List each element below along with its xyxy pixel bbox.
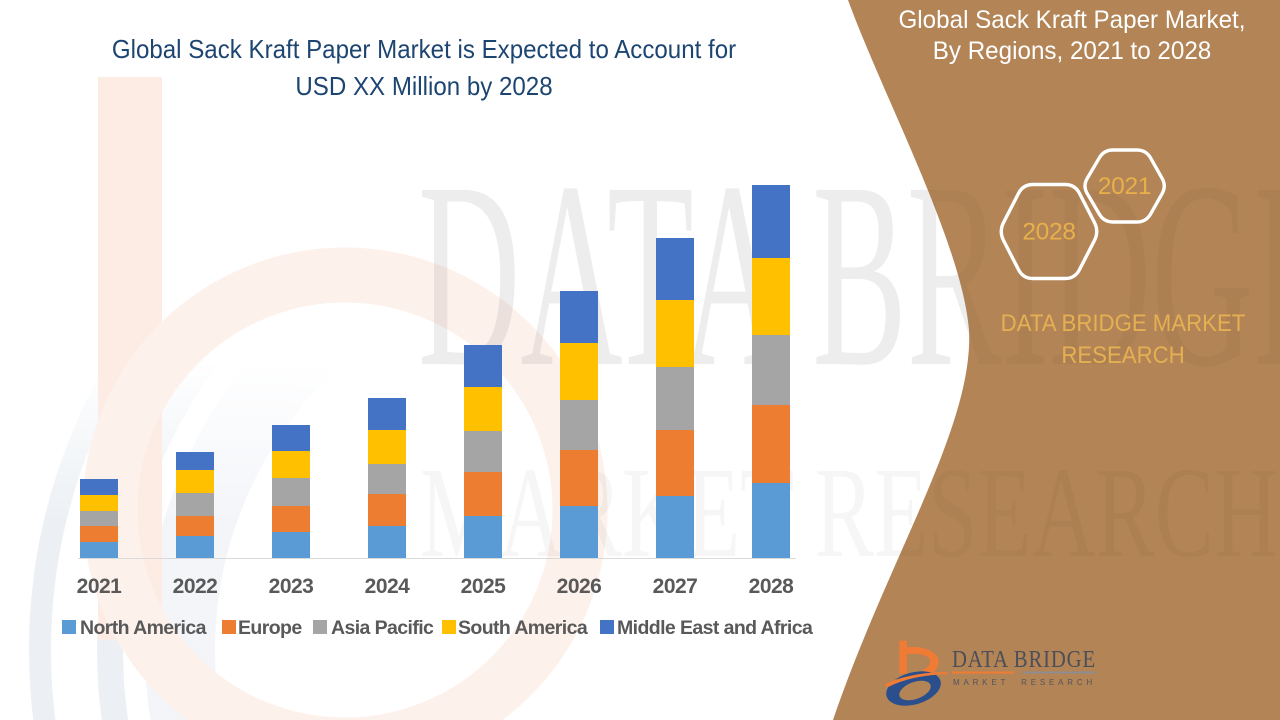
svg-text:MARKET RESEARCH: MARKET RESEARCH (420, 441, 1278, 585)
svg-text:2021: 2021 (1098, 173, 1151, 200)
svg-text:DATA BRIDGE: DATA BRIDGE (418, 127, 1280, 422)
svg-text:2028: 2028 (1022, 219, 1075, 246)
